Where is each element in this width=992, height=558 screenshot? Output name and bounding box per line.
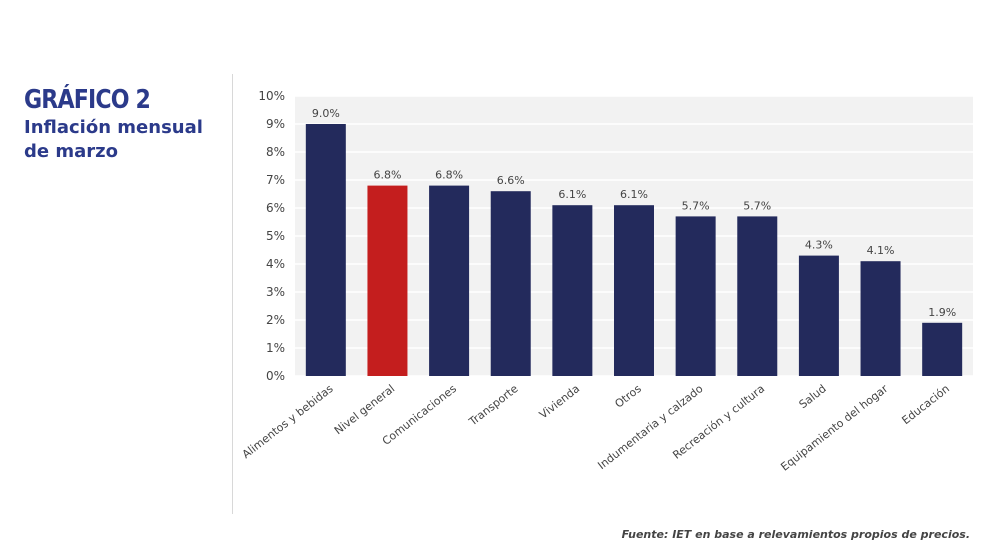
bar bbox=[552, 205, 593, 376]
category-label: Nivel general bbox=[332, 382, 397, 437]
chart-subtitle: Inflación mensual de marzo bbox=[24, 117, 203, 162]
data-label: 5.7% bbox=[743, 199, 771, 212]
category-label: Otros bbox=[612, 382, 644, 411]
bar bbox=[798, 255, 839, 376]
y-tick-label: 9% bbox=[266, 117, 285, 131]
y-tick-label: 8% bbox=[266, 145, 285, 159]
data-label: 6.1% bbox=[620, 188, 648, 201]
source-note: Fuente: IET en base a relevamientos prop… bbox=[621, 528, 970, 541]
y-tick-label: 10% bbox=[258, 89, 285, 103]
data-label: 9.0% bbox=[312, 107, 340, 120]
y-tick-label: 5% bbox=[266, 229, 285, 243]
data-label: 6.8% bbox=[373, 169, 401, 182]
category-label: Salud bbox=[797, 382, 829, 411]
bar bbox=[429, 185, 470, 376]
bar bbox=[490, 191, 531, 376]
y-tick-label: 1% bbox=[266, 341, 285, 355]
bar-chart: 0% 1% 2% 3% 4% 5% 6% 7% 8% 9% 10% 9.0% Alimentos y b… bbox=[240, 89, 973, 474]
data-label: 6.1% bbox=[558, 188, 586, 201]
y-tick-label: 4% bbox=[266, 257, 285, 271]
y-tick-label: 7% bbox=[266, 173, 285, 187]
y-tick-label: 3% bbox=[266, 285, 285, 299]
bar bbox=[614, 205, 654, 376]
chart-number-title: GRÁFICO 2 bbox=[24, 85, 151, 115]
bar bbox=[922, 322, 963, 376]
data-label: 4.1% bbox=[867, 244, 895, 257]
category-label: Transporte bbox=[466, 382, 521, 429]
bar bbox=[675, 216, 716, 376]
y-tick-label: 6% bbox=[266, 201, 285, 215]
category-label: Indumentaria y calzado bbox=[595, 382, 705, 472]
data-label: 4.3% bbox=[805, 239, 833, 252]
category-label: Alimentos y bebidas bbox=[240, 382, 336, 461]
bar bbox=[737, 216, 778, 376]
y-tick-label: 0% bbox=[266, 369, 285, 383]
data-label: 1.9% bbox=[928, 306, 956, 319]
bar bbox=[367, 185, 408, 376]
data-label: 5.7% bbox=[682, 199, 710, 212]
y-tick-label: 2% bbox=[266, 313, 285, 327]
category-label: Equipamiento del hogar bbox=[778, 382, 890, 474]
chart-card: 0% 1% 2% 3% 4% 5% 6% 7% 8% 9% 10% 9.0% Alimentos y b… bbox=[232, 74, 973, 514]
category-label: Vivienda bbox=[537, 382, 582, 421]
chart-heading: GRÁFICO 2 Inflación mensual de marzo bbox=[24, 84, 234, 164]
category-label: Educación bbox=[900, 382, 953, 427]
bar bbox=[305, 124, 346, 376]
data-label: 6.8% bbox=[435, 169, 463, 182]
bar bbox=[860, 261, 901, 376]
data-label: 6.6% bbox=[497, 174, 525, 187]
